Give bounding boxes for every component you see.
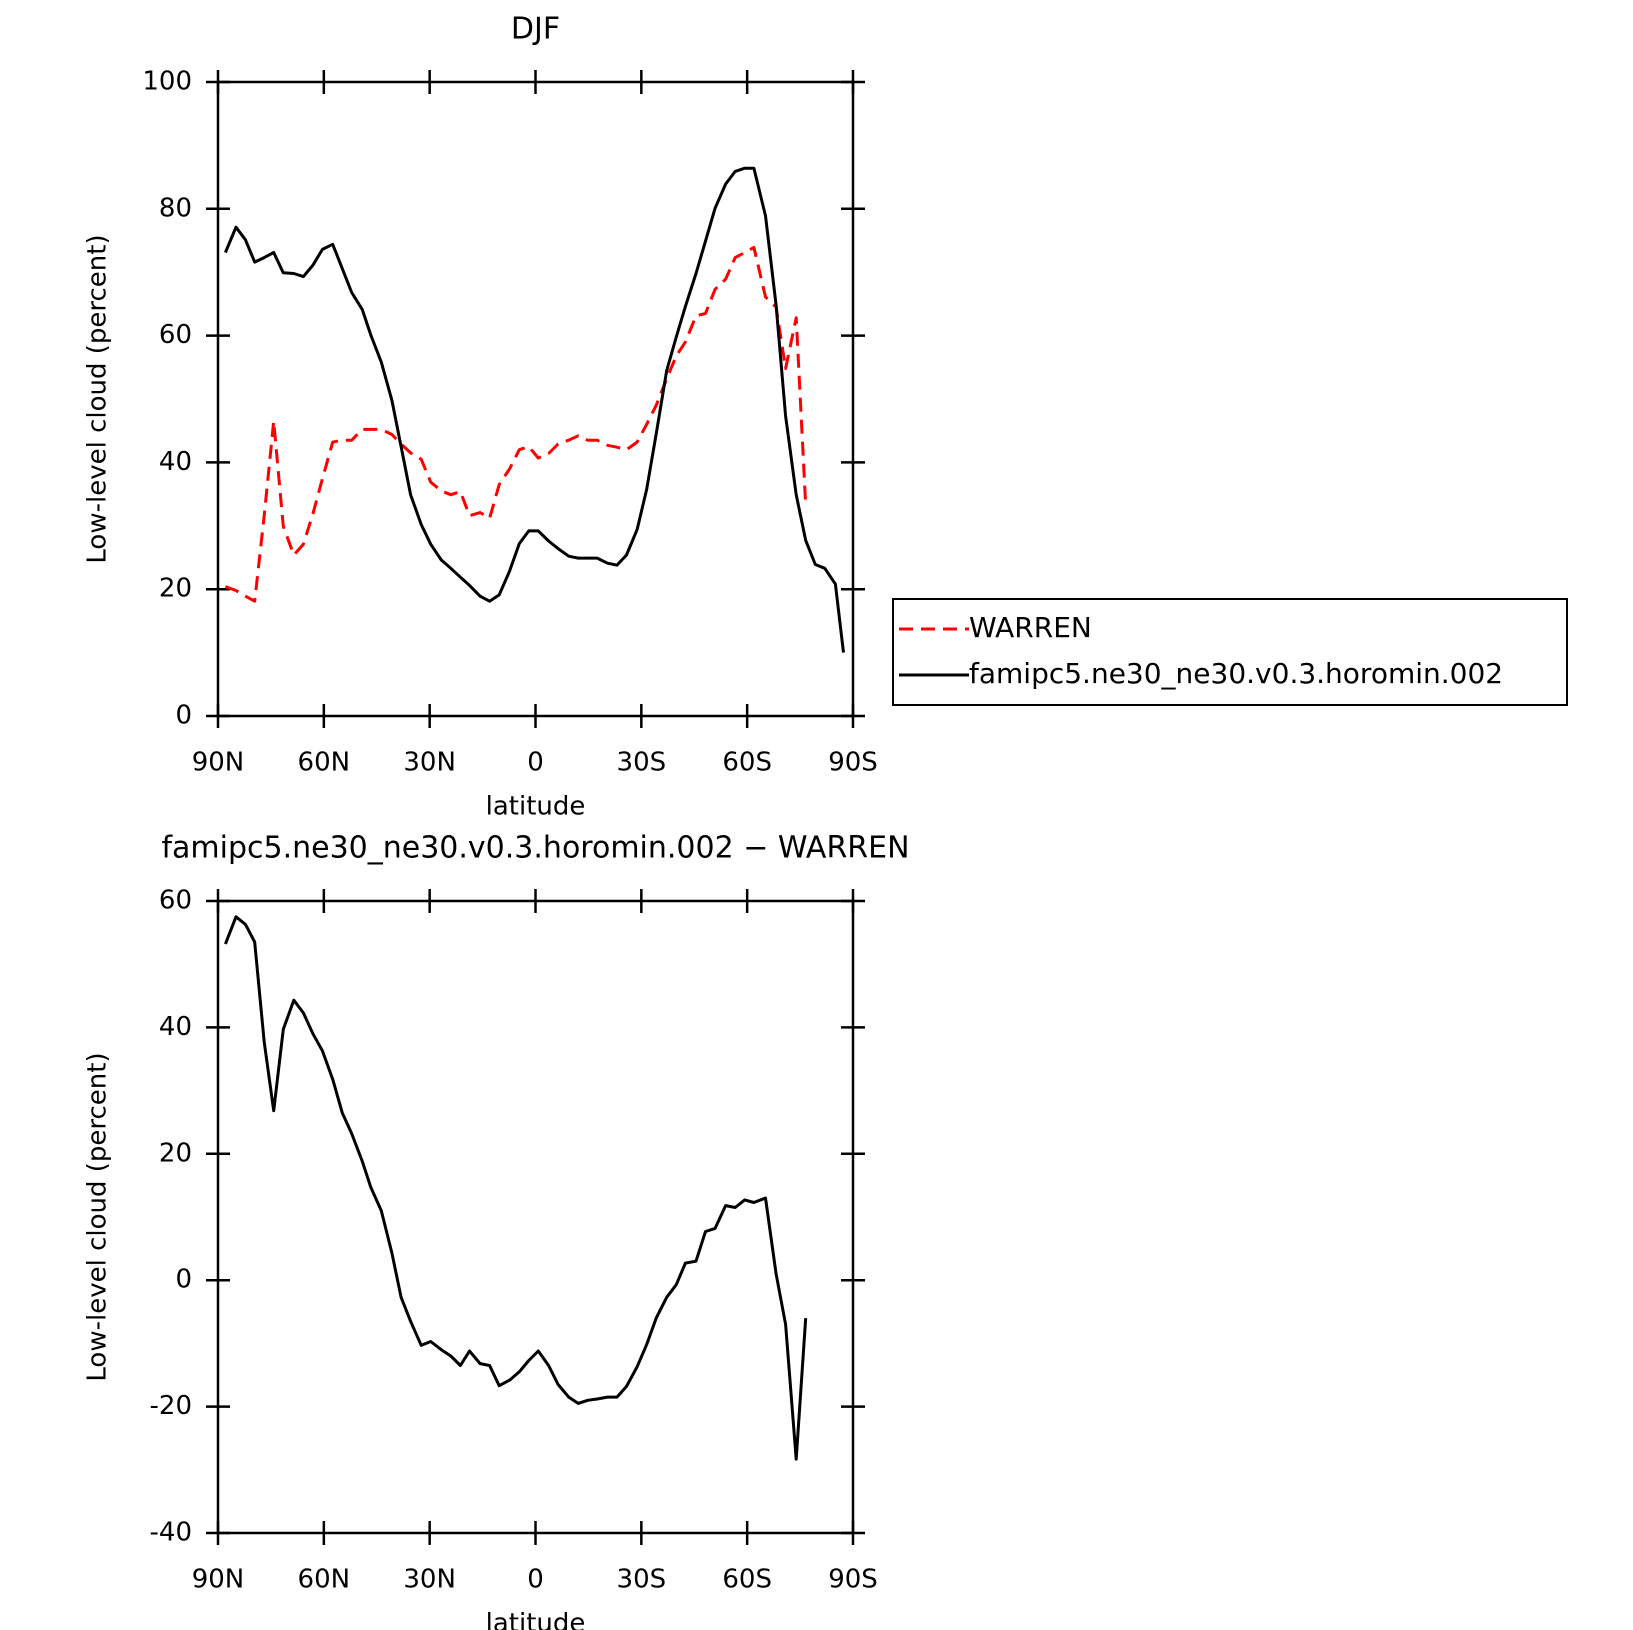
data-line bbox=[224, 246, 808, 603]
y-tick-label: 40 bbox=[159, 447, 192, 477]
x-tick-label: 0 bbox=[527, 1565, 544, 1595]
y-axis-label: Low-level cloud (percent) bbox=[83, 1052, 113, 1381]
x-tick-label: 60N bbox=[298, 1565, 351, 1595]
y-tick-label: 100 bbox=[142, 67, 192, 97]
y-axis-label: Low-level cloud (percent) bbox=[83, 234, 113, 563]
x-tick-label: 30N bbox=[403, 1565, 456, 1595]
y-tick-label: 0 bbox=[175, 701, 192, 731]
legend-label: WARREN bbox=[969, 611, 1092, 644]
x-tick-label: 60S bbox=[722, 1565, 772, 1595]
y-tick-label: 40 bbox=[159, 1012, 192, 1042]
y-tick-label: 0 bbox=[175, 1265, 192, 1295]
y-tick-label: 20 bbox=[159, 574, 192, 604]
y-tick-label: 80 bbox=[159, 193, 192, 223]
x-tick-label: 0 bbox=[527, 748, 544, 778]
y-tick-label: 60 bbox=[159, 886, 192, 916]
y-tick-label: 20 bbox=[159, 1138, 192, 1168]
x-axis-label: latitude bbox=[486, 1609, 586, 1630]
x-tick-label: 60N bbox=[298, 748, 351, 778]
x-tick-label: 60S bbox=[722, 748, 772, 778]
legend-box bbox=[892, 598, 1568, 706]
y-tick-label: -20 bbox=[150, 1391, 192, 1421]
data-line bbox=[224, 166, 845, 653]
x-tick-label: 90N bbox=[192, 748, 245, 778]
x-tick-label: 30S bbox=[617, 1565, 667, 1595]
legend-label: famipc5.ne30_ne30.v0.3.horomin.002 bbox=[969, 657, 1503, 690]
x-axis-label: latitude bbox=[486, 792, 586, 822]
y-tick-label: 60 bbox=[159, 320, 192, 350]
plot-frame bbox=[216, 80, 855, 718]
x-tick-label: 90S bbox=[828, 1565, 878, 1595]
chart-title: famipc5.ne30_ne30.v0.3.horomin.002 − WAR… bbox=[161, 831, 909, 866]
plot-frame bbox=[216, 899, 855, 1535]
x-tick-label: 90S bbox=[828, 748, 878, 778]
y-tick-label: -40 bbox=[150, 1518, 192, 1548]
chart-title: DJF bbox=[511, 12, 560, 47]
x-tick-label: 30N bbox=[403, 748, 456, 778]
data-line bbox=[224, 915, 808, 1461]
x-tick-label: 90N bbox=[192, 1565, 245, 1595]
x-tick-label: 30S bbox=[617, 748, 667, 778]
